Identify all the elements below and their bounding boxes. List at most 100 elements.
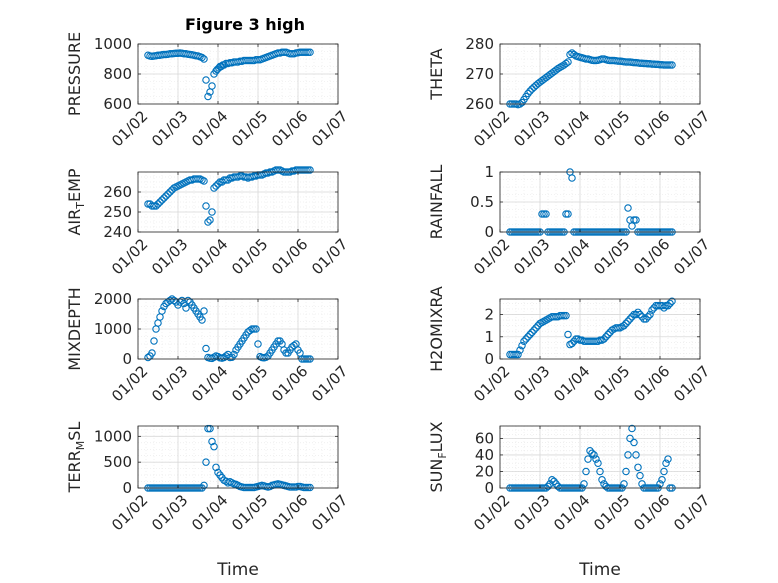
data-point [648, 306, 656, 314]
data-point [202, 202, 210, 210]
data-point [622, 319, 630, 328]
data-point [604, 330, 612, 339]
data-point [152, 202, 160, 210]
data-point [224, 176, 232, 184]
data-point [562, 59, 570, 68]
data-point [582, 467, 590, 476]
data-point [148, 349, 156, 357]
y-tick-label: 1000 [94, 427, 132, 445]
data-point [306, 483, 314, 492]
x-axis-label: Time [578, 560, 621, 580]
data-point [158, 196, 166, 204]
axes-layer: 600800100001/0201/0301/0401/0501/0601/07… [65, 32, 713, 580]
data-point [210, 442, 218, 451]
data-point [664, 455, 672, 463]
y-tick-label: 260 [465, 95, 494, 113]
y-tick-label: 0 [484, 350, 494, 368]
data-point [144, 353, 152, 362]
y-tick-label: 250 [103, 203, 132, 221]
data-point [662, 301, 670, 310]
data-point [602, 333, 610, 341]
y-tick-label: 0 [484, 223, 494, 241]
data-point [514, 350, 522, 359]
data-point [164, 190, 172, 198]
data-point [636, 471, 644, 480]
data-point [206, 216, 214, 224]
y-tick-label: 60 [475, 429, 494, 447]
data-point [184, 296, 192, 305]
data-point [622, 467, 630, 476]
data-point [202, 458, 210, 466]
data-point [664, 301, 672, 310]
data-point [664, 61, 672, 69]
data-point [626, 315, 634, 323]
data-point [200, 481, 208, 490]
y-tick-label: 2000 [94, 290, 132, 308]
data-point [624, 204, 632, 212]
data-point [156, 198, 164, 206]
data-point [204, 92, 212, 101]
data-point [598, 475, 606, 484]
axes-box [137, 171, 339, 233]
data-point [548, 475, 556, 484]
y-tick-label: 0 [122, 350, 132, 368]
data-point [306, 48, 314, 56]
y-axis-label: RAINFALL [427, 165, 446, 240]
data-point [644, 313, 652, 321]
data-point [660, 304, 668, 312]
data-point [212, 463, 220, 472]
data-point [590, 451, 598, 459]
data-point [162, 192, 170, 200]
y-axis-label: SUNFLUX [427, 421, 449, 492]
data-point [252, 325, 260, 333]
data-point [636, 310, 644, 319]
series-theta [506, 49, 676, 109]
y-tick-label: 40 [475, 446, 494, 464]
data-point [522, 335, 530, 343]
data-point [518, 341, 526, 350]
data-point [512, 350, 520, 359]
data-point [628, 424, 636, 433]
data-point [208, 208, 216, 216]
data-point [660, 467, 668, 476]
data-point [560, 311, 568, 320]
data-point [160, 194, 168, 202]
data-point [206, 424, 214, 433]
data-point [540, 210, 548, 218]
y-tick-label: 1000 [94, 320, 132, 338]
data-point [642, 315, 650, 323]
data-point [526, 330, 534, 339]
data-point [524, 89, 532, 98]
data-point [516, 346, 524, 354]
data-point [564, 210, 572, 218]
series-pressure [144, 48, 314, 101]
data-point [302, 166, 310, 174]
axes-box [137, 425, 339, 489]
data-point [596, 467, 604, 476]
data-point [666, 299, 674, 308]
data-point [204, 424, 212, 433]
data-point [182, 304, 190, 312]
axes-air_temp: 24025026001/0201/0301/0401/0501/0601/07A… [65, 166, 351, 278]
data-point [230, 350, 238, 359]
data-point [632, 451, 640, 459]
data-point [632, 216, 640, 224]
data-point [198, 316, 206, 324]
data-point [214, 180, 222, 188]
data-point [668, 297, 676, 305]
y-tick-label: 0 [484, 479, 494, 497]
data-point [532, 324, 540, 332]
data-point [634, 308, 642, 317]
data-point [210, 184, 218, 192]
y-axis-label: AIRTEMP [65, 168, 87, 235]
y-tick-label: 0 [122, 479, 132, 497]
data-point [562, 311, 570, 320]
data-point [558, 311, 566, 320]
data-point [592, 455, 600, 463]
y-tick-label: 600 [103, 95, 132, 113]
data-point [166, 188, 174, 196]
data-point [666, 61, 674, 69]
y-tick-label: 240 [103, 223, 132, 241]
data-point [594, 459, 602, 467]
data-point [302, 48, 310, 56]
